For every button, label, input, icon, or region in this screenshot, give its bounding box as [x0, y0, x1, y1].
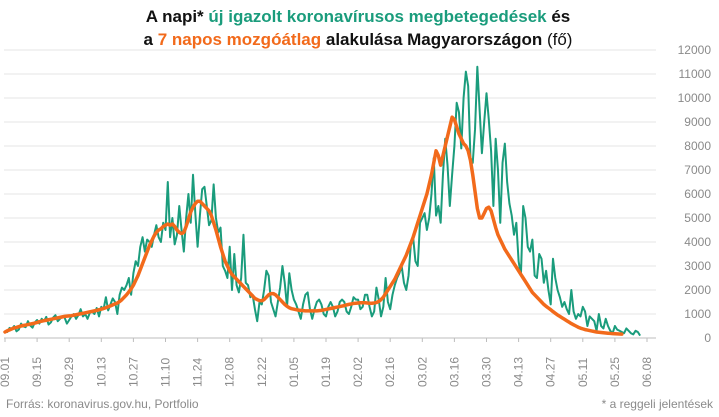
source-note: Forrás: koronavirus.gov.hu, Portfolio — [6, 397, 199, 411]
x-tick-label: 09.29 — [62, 357, 76, 387]
x-tick-label: 04.13 — [512, 357, 526, 387]
x-tick-label: 02.16 — [383, 357, 397, 387]
x-tick-label: 09.15 — [30, 357, 44, 387]
moving-average-line — [3, 115, 624, 336]
x-tick-label: 10.27 — [126, 357, 140, 387]
y-tick-label: 9000 — [684, 115, 711, 129]
title-line2-part-1: 7 napos mozgóátlag — [158, 30, 321, 49]
y-tick-label: 5000 — [684, 211, 711, 225]
x-axis: 09.01 09.15 09.29 10.13 10.27 11.10 11.24 12.08… — [0, 338, 654, 387]
x-tick-label: 03.02 — [415, 357, 429, 387]
y-tick-label: 11000 — [679, 67, 712, 81]
y-tick-label: 1000 — [684, 307, 711, 321]
title-line2-part-0: a — [144, 30, 158, 49]
x-tick-label: 02.02 — [351, 357, 365, 387]
chart-title-line2: a 7 napos mozgóátlag alakulása Magyarors… — [144, 30, 573, 49]
title-line2-part-2: alakulása Magyarországon — [321, 30, 547, 49]
x-tick-label: 12.08 — [223, 357, 237, 387]
y-tick-label: 0 — [704, 331, 711, 345]
title-line1-part-1: új igazolt koronavírusos megbetegedések — [208, 7, 547, 26]
y-tick-label: 8000 — [684, 139, 711, 153]
x-tick-label: 03.16 — [447, 357, 461, 387]
title-line2-part-3: (fő) — [547, 30, 573, 49]
x-tick-label: 05.11 — [576, 358, 590, 387]
x-tick-label: 01.05 — [287, 357, 301, 387]
y-tick-label: 10000 — [678, 91, 712, 105]
x-tick-label: 11.24 — [191, 358, 205, 387]
y-tick-label: 12000 — [678, 43, 712, 57]
x-tick-label: 03.30 — [480, 357, 494, 387]
x-tick-label: 12.22 — [255, 357, 269, 387]
y-tick-label: 7000 — [684, 163, 711, 177]
y-tick-label: 2000 — [684, 283, 711, 297]
x-tick-label: 05.25 — [608, 357, 622, 387]
y-tick-label: 6000 — [684, 187, 711, 201]
x-tick-label: 09.01 — [0, 357, 12, 387]
chart-title-line1: A napi* új igazolt koronavírusos megbete… — [146, 7, 571, 26]
x-tick-label: 11.10 — [159, 358, 173, 387]
title-line1-part-2: és — [547, 7, 571, 26]
x-tick-label: 06.08 — [640, 357, 654, 387]
y-tick-label: 3000 — [684, 259, 711, 273]
y-tick-label: 4000 — [684, 235, 711, 249]
x-tick-label: 01.19 — [319, 357, 333, 387]
grid — [4, 49, 656, 339]
title-line1-part-0: A napi* — [146, 7, 209, 26]
x-tick-label: 04.27 — [544, 357, 558, 387]
y-axis: 0 1000 2000 3000 4000 5000 6000 7000 8000 9000 100… — [678, 43, 712, 345]
footnote: * a reggeli jelentések — [602, 397, 714, 411]
x-tick-label: 10.13 — [94, 357, 108, 387]
daily-cases-line — [4, 65, 641, 337]
